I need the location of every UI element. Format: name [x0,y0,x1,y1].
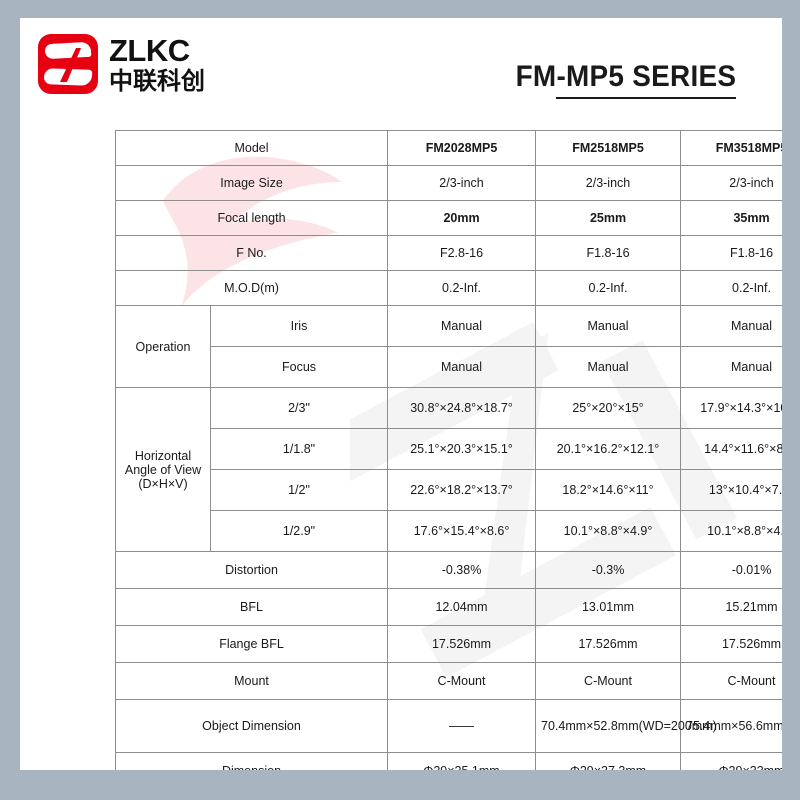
cell-value: 17.526mm [535,625,682,663]
cell-value: 25mm [535,200,682,236]
table-row: Object Dimension —— 70.4mm×52.8mm(WD=200mm… [114,699,782,753]
cell-value: 15.21mm [680,588,782,626]
cell-value: Manual [680,346,782,388]
table-row-angle-of-view: 1/1.8" 25.1°×20.3°×15.1° 20.1°×16.2°×12.1°… [116,428,782,470]
cell-value: 20.1°×16.2°×12.1° [535,428,682,470]
cell-value: -0.38% [387,551,537,589]
cell-value: 0.2-Inf. [387,270,537,306]
table-row-model: Model FM2028MP5 FM2518MP5 FM3518MP5 [114,130,782,166]
model-name-2: FM2518MP5 [535,130,682,166]
table-row: DimensionΦ29×25.1mmΦ29×37.3mmΦ29×33mm [114,752,782,770]
cell-value: 2/3-inch [387,165,537,201]
datasheet-page: ZLKC 中联科创 FM-MP5 SERIES Model FM2028MP5 FM… [20,18,782,770]
row-label: Dimension [114,752,389,770]
table-row: Flange BFL 17.526mm 17.526mm 17.526mm [114,625,782,663]
zlkc-logo-icon [38,34,98,94]
cell-value: 25°×20°×15° [535,387,682,429]
cell-value: 17.526mm [680,625,782,663]
table-row: BFL 12.04mm 13.01mm 15.21mm [114,588,782,626]
cell-value: C-Mount [680,662,782,700]
cell-value: F2.8-16 [387,235,537,271]
table-row: F No. F2.8-16 F1.8-16 F1.8-16 [114,235,782,271]
table-row: Image Size 2/3-inch 2/3-inch 2/3-inch [114,165,782,201]
cell-value: -0.01% [680,551,782,589]
brand-logo: ZLKC 中联科创 [38,34,205,94]
table-row-angle-of-view: 1/2" 22.6°×18.2°×13.7° 18.2°×14.6°×11° 13°×… [116,469,782,511]
row-label-angle-of-view: Horizontal Angle of View (D×H×V) [115,387,211,552]
sub-label: Iris [209,305,389,347]
sub-label: 1/1.8" [209,428,389,470]
model-name-3: FM3518MP5 [680,130,782,166]
cell-value: Manual [535,346,682,388]
cell-value: Φ29×25.1mm [387,752,537,770]
cell-value: 13°×10.4°×7.8° [680,469,782,511]
cell-value: 0.2-Inf. [535,270,682,306]
cell-value: C-Mount [387,662,537,700]
cell-value: 20mm [387,200,537,236]
cell-value: —— [387,699,537,753]
cell-value: Manual [387,346,537,388]
cell-value: C-Mount [535,662,682,700]
cell-value: 10.1°×8.8°×4.9° [680,510,782,552]
sub-label: Focus [209,346,389,388]
row-label: F No. [114,235,389,271]
cell-value: 10.1°×8.8°×4.9° [535,510,682,552]
cell-value: 35mm [680,200,782,236]
cell-value: Manual [680,305,782,347]
row-label-operation: Operation [115,305,211,388]
sub-label: 2/3" [209,387,389,429]
row-label: Flange BFL [114,625,389,663]
logo-chinese-text: 中联科创 [109,67,205,95]
table-row-operation: Operation Iris Manual Manual Manual [115,305,782,388]
cell-value: Φ29×33mm [680,752,782,770]
cell-value: 12.04mm [387,588,537,626]
cell-value: Φ29×37.3mm [535,752,682,770]
row-label: Object Dimension [114,699,389,753]
cell-value: 14.4°×11.6°×8.7° [680,428,782,470]
page-header: ZLKC 中联科创 FM-MP5 SERIES [20,18,782,110]
cell-value: 70.4mm×52.8mm(WD=200mm) [535,699,717,753]
row-label: Focal length [114,200,389,236]
cell-value: 22.6°×18.2°×13.7° [387,469,537,511]
row-label: Model [114,130,389,166]
cell-value: 17.9°×14.3°×10.8° [680,387,782,429]
page-title: FM-MP5 SERIES [515,60,736,93]
table-row: M.O.D(m) 0.2-Inf. 0.2-Inf. 0.2-Inf. [114,270,782,306]
cell-value: 30.8°×24.8°×18.7° [387,387,537,429]
cell-value: 75.4mm×56.6mm(WD=300mm) [680,699,782,753]
table-row: Focal length 20mm 25mm 35mm [114,200,782,236]
cell-value: F1.8-16 [680,235,782,271]
table-row: Distortion -0.38% -0.3% -0.01% [114,551,782,589]
cell-value: 17.6°×15.4°×8.6° [387,510,537,552]
specification-table: Model FM2028MP5 FM2518MP5 FM3518MP5 Image Si… [114,130,782,770]
model-name-1: FM2028MP5 [387,130,537,166]
cell-value: F1.8-16 [535,235,682,271]
cell-value: Manual [535,305,682,347]
logo-latin-text: ZLKC [109,33,190,68]
cell-value: 25.1°×20.3°×15.1° [387,428,537,470]
cell-value: Manual [387,305,537,347]
z-glyph-icon [60,48,81,82]
row-label: M.O.D(m) [114,270,389,306]
row-label: Mount [114,662,389,700]
title-underline [556,97,736,99]
cell-value: 2/3-inch [535,165,682,201]
cell-value: 0.2-Inf. [680,270,782,306]
table-row-angle-of-view: 1/2.9" 17.6°×15.4°×8.6° 10.1°×8.8°×4.9° 10.… [116,510,782,552]
cell-value: -0.3% [535,551,682,589]
cell-value: 13.01mm [535,588,682,626]
row-label: Image Size [114,165,389,201]
row-label: BFL [114,588,389,626]
table-row: Mount C-Mount C-Mount C-Mount [114,662,782,700]
cell-value: 17.526mm [387,625,537,663]
table-row-angle-of-view: Horizontal Angle of View (D×H×V) 2/3" 30.8°×… [115,387,782,552]
sub-label: 1/2.9" [209,510,389,552]
cell-value: 2/3-inch [680,165,782,201]
cell-value: 18.2°×14.6°×11° [535,469,682,511]
table-row-operation: Focus Manual Manual Manual [116,346,782,388]
sub-label: 1/2" [209,469,389,511]
row-label: Distortion [114,551,389,589]
series-title-block: FM-MP5 SERIES [499,60,736,99]
